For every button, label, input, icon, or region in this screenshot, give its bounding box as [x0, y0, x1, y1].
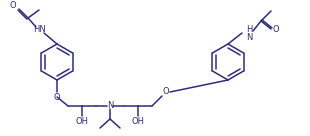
Text: N: N	[246, 33, 252, 41]
Text: O: O	[10, 1, 16, 10]
Text: O: O	[273, 24, 279, 33]
Text: O: O	[54, 92, 60, 101]
Text: HN: HN	[33, 24, 46, 33]
Text: O: O	[163, 87, 169, 97]
Text: N: N	[107, 101, 113, 110]
Text: OH: OH	[76, 118, 88, 126]
Text: OH: OH	[131, 118, 144, 126]
Text: H: H	[246, 24, 252, 33]
